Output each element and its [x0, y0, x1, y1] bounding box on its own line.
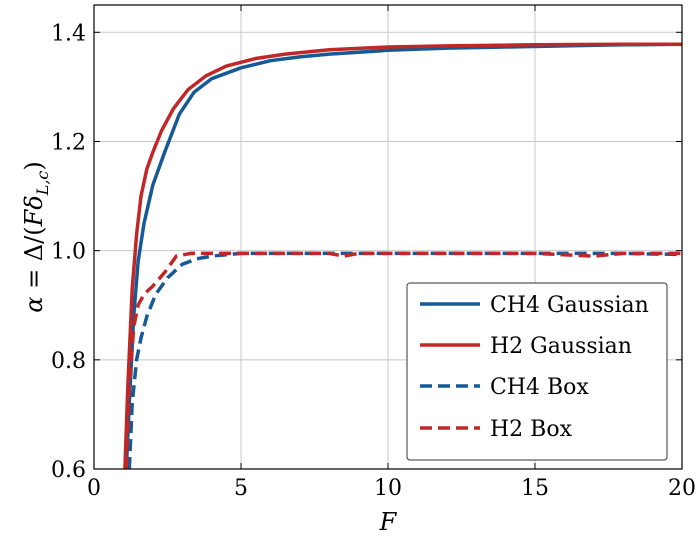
legend-box: [406, 282, 668, 461]
y-tick-label: 1.0: [51, 240, 86, 265]
series-line-ch4-box: [127, 251, 682, 469]
y-tick-label: 1.4: [51, 21, 86, 46]
x-tick-label: 0: [87, 476, 101, 501]
series-line-h2-gaussian: [123, 42, 682, 469]
series-group: [123, 42, 682, 469]
ticks: 0 5 10 15 20 0.6 0.8 1.0 1.2 1.4: [51, 5, 696, 501]
legend-label-h2-gaussian: H2 Gaussian: [490, 334, 632, 359]
y-tick-label: 1.2: [51, 130, 86, 155]
y-tick-label: 0.6: [51, 458, 86, 483]
x-tick-label: 10: [374, 476, 402, 501]
x-axis-label: F: [379, 508, 398, 536]
legend-label-ch4-box: CH4 Box: [490, 375, 589, 400]
series-line-ch4-gaussian: [124, 42, 682, 469]
y-tick-label: 0.8: [51, 349, 86, 374]
legend: CH4 Gaussian H2 Gaussian CH4 Box H2 Box: [406, 282, 668, 461]
x-tick-label: 5: [234, 476, 248, 501]
legend-label-h2-box: H2 Box: [490, 417, 573, 442]
y-axis-label: α = Δ/(FδL,c): [20, 161, 52, 313]
series-line-h2-box: [124, 251, 682, 469]
legend-label-ch4-gaussian: CH4 Gaussian: [490, 293, 649, 318]
x-tick-label: 15: [521, 476, 549, 501]
x-tick-label: 20: [668, 476, 696, 501]
